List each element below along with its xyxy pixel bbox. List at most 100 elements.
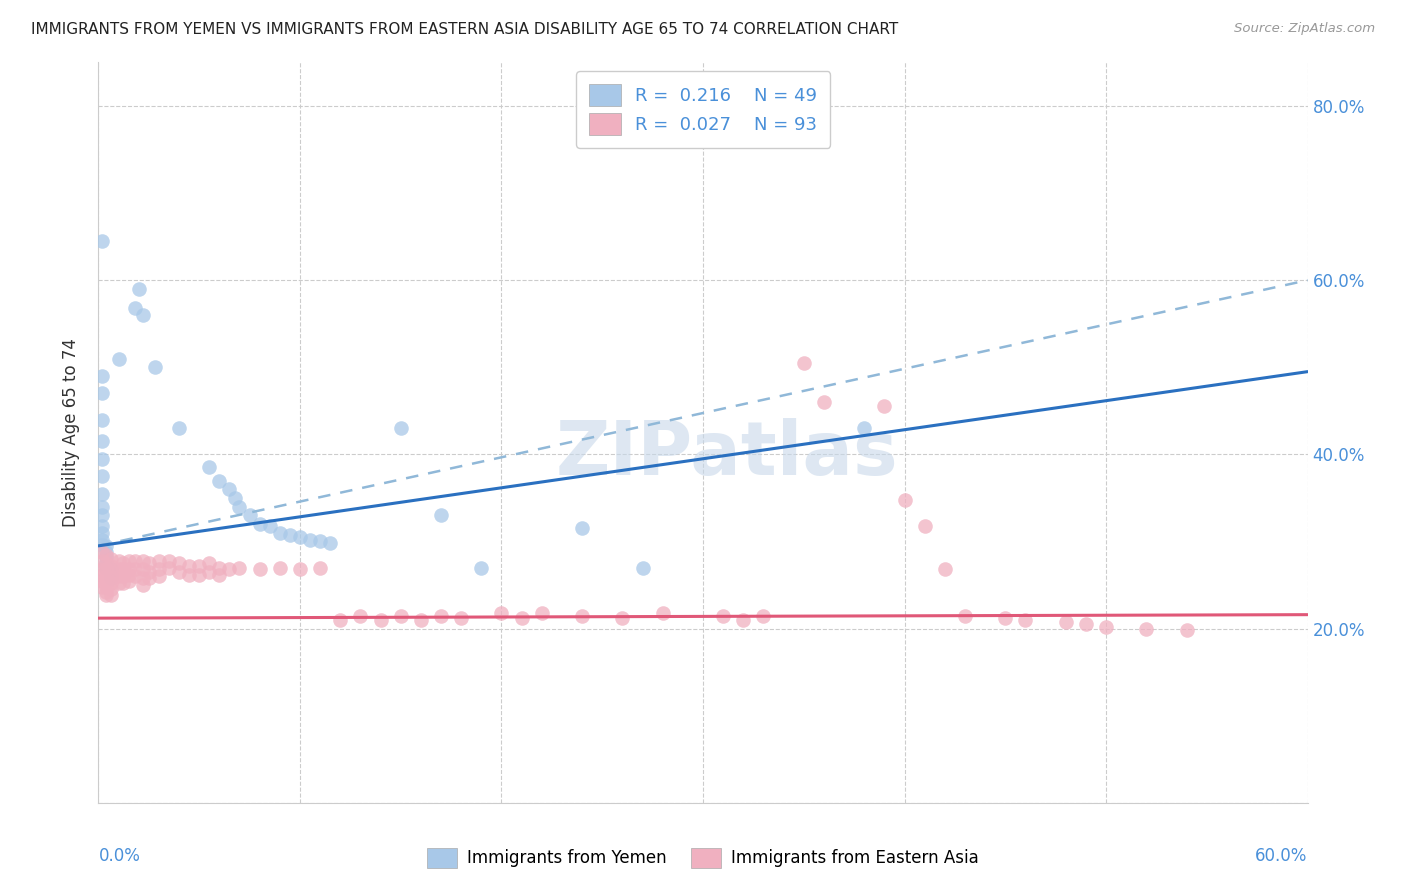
Point [91, 574, 114, 588]
Point [91, 554, 114, 568]
Point [132, 554, 155, 568]
Point [934, 562, 956, 576]
Point [167, 565, 190, 579]
Point [711, 609, 734, 624]
Point [389, 608, 412, 623]
Point [1135, 622, 1157, 636]
Point [1095, 620, 1118, 634]
Point [91, 545, 114, 559]
Point [167, 556, 190, 570]
Point [138, 571, 160, 585]
Point [132, 562, 155, 576]
Point [91, 525, 114, 540]
Point [491, 606, 513, 620]
Point [91, 508, 114, 523]
Point [100, 571, 122, 585]
Point [188, 558, 211, 573]
Point [288, 562, 311, 576]
Text: ZIPatlas: ZIPatlas [555, 418, 898, 491]
Point [1074, 617, 1097, 632]
Point [96, 548, 118, 562]
Point [299, 533, 322, 547]
Point [873, 400, 896, 414]
Point [100, 567, 122, 582]
Point [100, 552, 122, 566]
Point [96, 539, 118, 553]
Text: IMMIGRANTS FROM YEMEN VS IMMIGRANTS FROM EASTERN ASIA DISABILITY AGE 65 TO 74 CO: IMMIGRANTS FROM YEMEN VS IMMIGRANTS FROM… [31, 22, 898, 37]
Point [96, 574, 118, 588]
Point [612, 611, 634, 625]
Point [91, 451, 114, 466]
Point [319, 536, 342, 550]
Point [259, 518, 281, 533]
Point [96, 580, 118, 594]
Point [96, 556, 118, 570]
Point [91, 567, 114, 582]
Point [91, 518, 114, 533]
Point [218, 562, 240, 576]
Point [96, 550, 118, 565]
Point [914, 518, 936, 533]
Text: 60.0%: 60.0% [1256, 847, 1308, 865]
Point [329, 613, 352, 627]
Point [148, 562, 170, 576]
Point [269, 525, 291, 540]
Point [571, 521, 593, 535]
Point [100, 571, 122, 585]
Point [124, 301, 146, 315]
Point [198, 556, 221, 570]
Point [430, 508, 453, 523]
Point [91, 580, 114, 594]
Point [249, 562, 271, 576]
Point [132, 308, 155, 322]
Point [470, 560, 492, 574]
Point [953, 608, 976, 623]
Point [91, 369, 114, 384]
Point [132, 571, 155, 585]
Point [91, 412, 114, 426]
Point [148, 554, 170, 568]
Point [111, 556, 134, 570]
Point [124, 569, 146, 583]
Point [893, 492, 915, 507]
Point [91, 500, 114, 514]
Point [224, 491, 246, 505]
Point [269, 560, 291, 574]
Point [96, 562, 118, 576]
Point [124, 562, 146, 576]
Point [91, 562, 114, 576]
Point [128, 282, 150, 296]
Point [111, 576, 134, 591]
Point [96, 556, 118, 570]
Point [107, 554, 129, 568]
Point [100, 576, 122, 591]
Point [118, 574, 141, 588]
Point [208, 567, 231, 582]
Point [91, 469, 114, 483]
Point [651, 606, 673, 620]
Legend: R =  0.216    N = 49, R =  0.027    N = 93: R = 0.216 N = 49, R = 0.027 N = 93 [576, 71, 830, 148]
Point [100, 558, 122, 573]
Point [450, 611, 472, 625]
Text: Source: ZipAtlas.com: Source: ZipAtlas.com [1234, 22, 1375, 36]
Point [179, 567, 201, 582]
Point [198, 565, 221, 579]
Point [1014, 613, 1036, 627]
Point [138, 556, 160, 570]
Point [124, 554, 146, 568]
Point [994, 611, 1017, 625]
Point [631, 560, 654, 574]
Point [228, 500, 250, 514]
Point [96, 560, 118, 574]
Point [853, 421, 876, 435]
Point [239, 508, 262, 523]
Point [208, 560, 231, 574]
Point [188, 567, 211, 582]
Point [91, 538, 114, 552]
Text: 0.0%: 0.0% [98, 847, 141, 865]
Point [118, 562, 141, 576]
Point [96, 585, 118, 599]
Point [107, 576, 129, 591]
Point [143, 360, 166, 375]
Point [132, 578, 155, 592]
